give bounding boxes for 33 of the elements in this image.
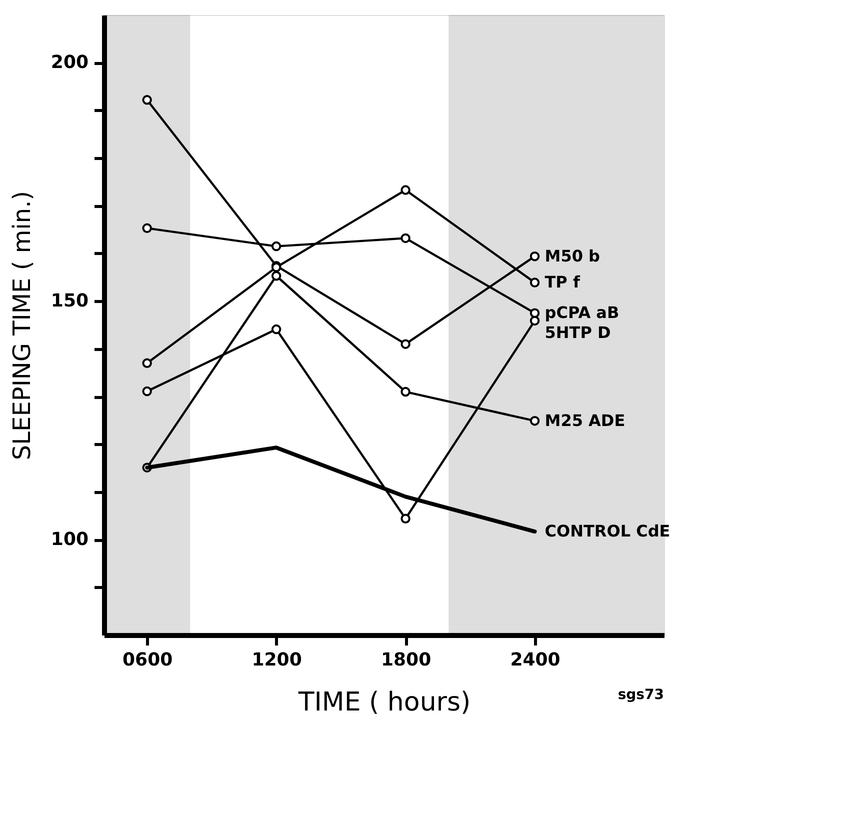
x-tick-label: 0600 bbox=[122, 650, 173, 670]
y-tick-label: 200 bbox=[50, 52, 88, 74]
point bbox=[530, 308, 540, 318]
series-label: 5HTP D bbox=[544, 323, 611, 342]
text: sgs73 bbox=[618, 687, 664, 703]
point bbox=[400, 185, 410, 195]
series-label: M50 b bbox=[544, 246, 600, 266]
point bbox=[142, 358, 152, 368]
series-label: TP f bbox=[544, 272, 581, 292]
y-axis-title: SLEEPING TIME ( min.) bbox=[8, 190, 36, 460]
point bbox=[142, 95, 152, 105]
series-label: pCPA aB bbox=[544, 303, 620, 322]
point bbox=[530, 278, 540, 288]
point bbox=[400, 233, 410, 244]
point bbox=[530, 416, 540, 426]
x-axis-title: TIME ( hours) bbox=[297, 688, 471, 718]
point bbox=[142, 223, 152, 234]
point bbox=[271, 324, 282, 334]
y-tick-label: 100 bbox=[50, 529, 88, 550]
series-label: M25 ADE bbox=[544, 410, 626, 430]
point bbox=[271, 271, 282, 281]
point bbox=[530, 251, 540, 262]
y-tick-label: 150 bbox=[50, 290, 88, 312]
series-label: CONTROL CdE bbox=[544, 522, 670, 541]
x-tick-label: 2400 bbox=[510, 650, 560, 670]
point bbox=[400, 514, 410, 524]
x-tick-label: 1800 bbox=[380, 650, 432, 670]
point bbox=[400, 339, 410, 349]
x-tick-label: 1200 bbox=[252, 650, 302, 670]
point bbox=[400, 386, 410, 397]
point bbox=[271, 241, 282, 252]
point bbox=[142, 386, 152, 396]
point bbox=[530, 316, 540, 326]
